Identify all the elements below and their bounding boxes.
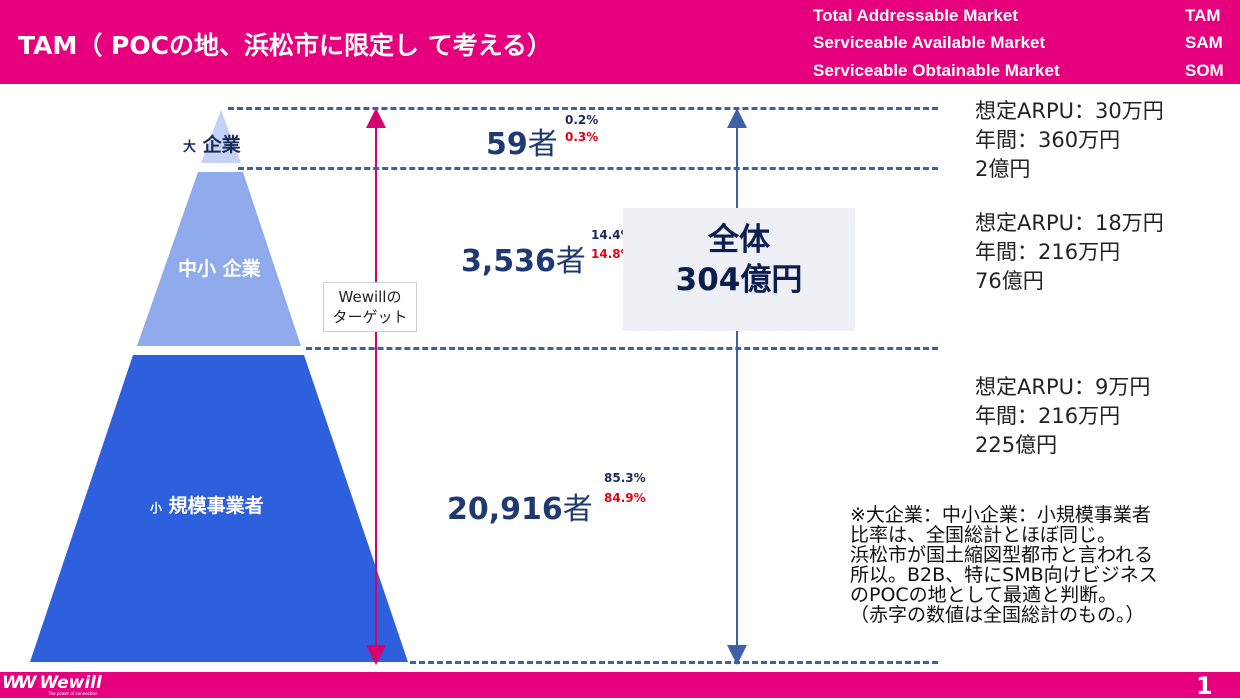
market-name-som: Serviceable Obtainable Market xyxy=(813,61,1060,80)
count-mid-value: 3,536 xyxy=(461,244,556,279)
page-title: TAM（ POCの地、浜松市に限定し て考える） xyxy=(18,31,552,60)
arpu-large-line2: 年間：360万円 xyxy=(975,128,1121,152)
arpu-small: 想定ARPU：9万円 年間：216万円 225億円 xyxy=(975,373,1150,460)
total-box: 全体 304億円 xyxy=(623,208,855,331)
pct-mid-national: 14.8% xyxy=(591,247,633,261)
divider-mid-small xyxy=(306,347,938,350)
arpu-large: 想定ARPU：30万円 年間：360万円 2億円 xyxy=(975,97,1164,184)
footer-bar xyxy=(0,672,1240,698)
tier-label-small-main: 規模事業者 xyxy=(168,495,264,517)
count-large-value: 59 xyxy=(486,127,528,162)
count-large-suffix: 者 xyxy=(527,127,558,162)
count-mid: 3,536者 xyxy=(461,236,586,280)
pyramid-tier-large xyxy=(201,110,241,163)
tier-label-mid-main: 企業 xyxy=(222,258,261,280)
count-mid-suffix: 者 xyxy=(555,244,586,279)
tier-label-large: 大 企業 xyxy=(183,130,241,157)
total-box-line1: 全体 xyxy=(708,222,770,258)
arpu-mid: 想定ARPU：18万円 年間：216万円 76億円 xyxy=(975,209,1164,296)
market-abbr-tam: TAM xyxy=(1185,6,1221,25)
page-number: 1 xyxy=(1196,672,1213,700)
arpu-large-line1: 想定ARPU：30万円 xyxy=(975,99,1164,123)
note-line-2: 比率は、全国総計とほぼ同じ。 xyxy=(850,524,1117,546)
tier-label-small-prefix: 小 xyxy=(150,501,163,515)
market-abbr-som: SOM xyxy=(1185,61,1224,80)
note-text: ※大企業：中小企業：小規模事業者 比率は、全国総計とほぼ同じ。 浜松市が国土縮図… xyxy=(850,505,1158,625)
note-line-4: 所以。B2B、特にSMB向けビジネス xyxy=(850,564,1158,586)
pct-small-national: 84.9% xyxy=(604,491,646,505)
note-line-1: ※大企業：中小企業：小規模事業者 xyxy=(850,504,1151,526)
tier-label-large-prefix: 大 xyxy=(183,140,197,155)
footer-logo-text: Wewill xyxy=(39,673,102,693)
tier-label-mid-prefix: 中小 xyxy=(178,258,217,280)
divider-bottom xyxy=(410,661,938,664)
pct-mid-hamamatsu: 14.4% xyxy=(591,228,633,242)
divider-top xyxy=(228,107,938,110)
footer-tagline: The power of connection xyxy=(48,691,98,696)
tier-label-small: 小 規模事業者 xyxy=(150,491,264,518)
market-abbr-sam: SAM xyxy=(1185,33,1223,52)
arpu-small-line3: 225億円 xyxy=(975,433,1058,457)
total-box-line2: 304億円 xyxy=(675,262,803,298)
pct-large-national: 0.3% xyxy=(565,130,599,144)
pyramid-tier-small xyxy=(30,355,408,662)
market-name-tam: Total Addressable Market xyxy=(813,6,1019,25)
arpu-mid-line3: 76億円 xyxy=(975,269,1044,293)
target-box-line2: ターゲット xyxy=(332,308,408,326)
divider-large-mid xyxy=(238,167,938,170)
count-small-value: 20,916 xyxy=(447,492,563,527)
note-line-6: （赤字の数値は全国総計のもの。） xyxy=(850,604,1145,626)
count-small-suffix: 者 xyxy=(562,492,593,527)
market-name-sam: Serviceable Available Market xyxy=(813,33,1046,52)
arpu-small-line1: 想定ARPU：9万円 xyxy=(975,375,1151,399)
pct-large-hamamatsu: 0.2% xyxy=(565,113,599,127)
note-line-5: のPOCの地として最適と判断。 xyxy=(850,584,1118,606)
arpu-mid-line2: 年間：216万円 xyxy=(975,240,1121,264)
arpu-large-line3: 2億円 xyxy=(975,157,1031,181)
footer-logo: WW Wewill xyxy=(2,673,102,693)
arpu-small-line2: 年間：216万円 xyxy=(975,404,1121,428)
count-large: 59者 xyxy=(486,119,558,163)
count-small: 20,916者 xyxy=(447,484,593,528)
pyramid-tier-mid xyxy=(137,172,301,346)
target-box-line1: Wewillの xyxy=(338,288,402,306)
note-line-3: 浜松市が国土縮図型都市と言われる xyxy=(850,544,1154,566)
target-box: Wewillの ターゲット xyxy=(323,282,417,332)
tier-label-mid: 中小 企業 xyxy=(178,254,261,281)
wewill-logo-icon: WW xyxy=(2,673,36,693)
header-bar xyxy=(0,0,1240,84)
tier-label-large-main: 企業 xyxy=(202,134,241,156)
pct-small-hamamatsu: 85.3% xyxy=(604,471,646,485)
arpu-mid-line1: 想定ARPU：18万円 xyxy=(975,211,1164,235)
